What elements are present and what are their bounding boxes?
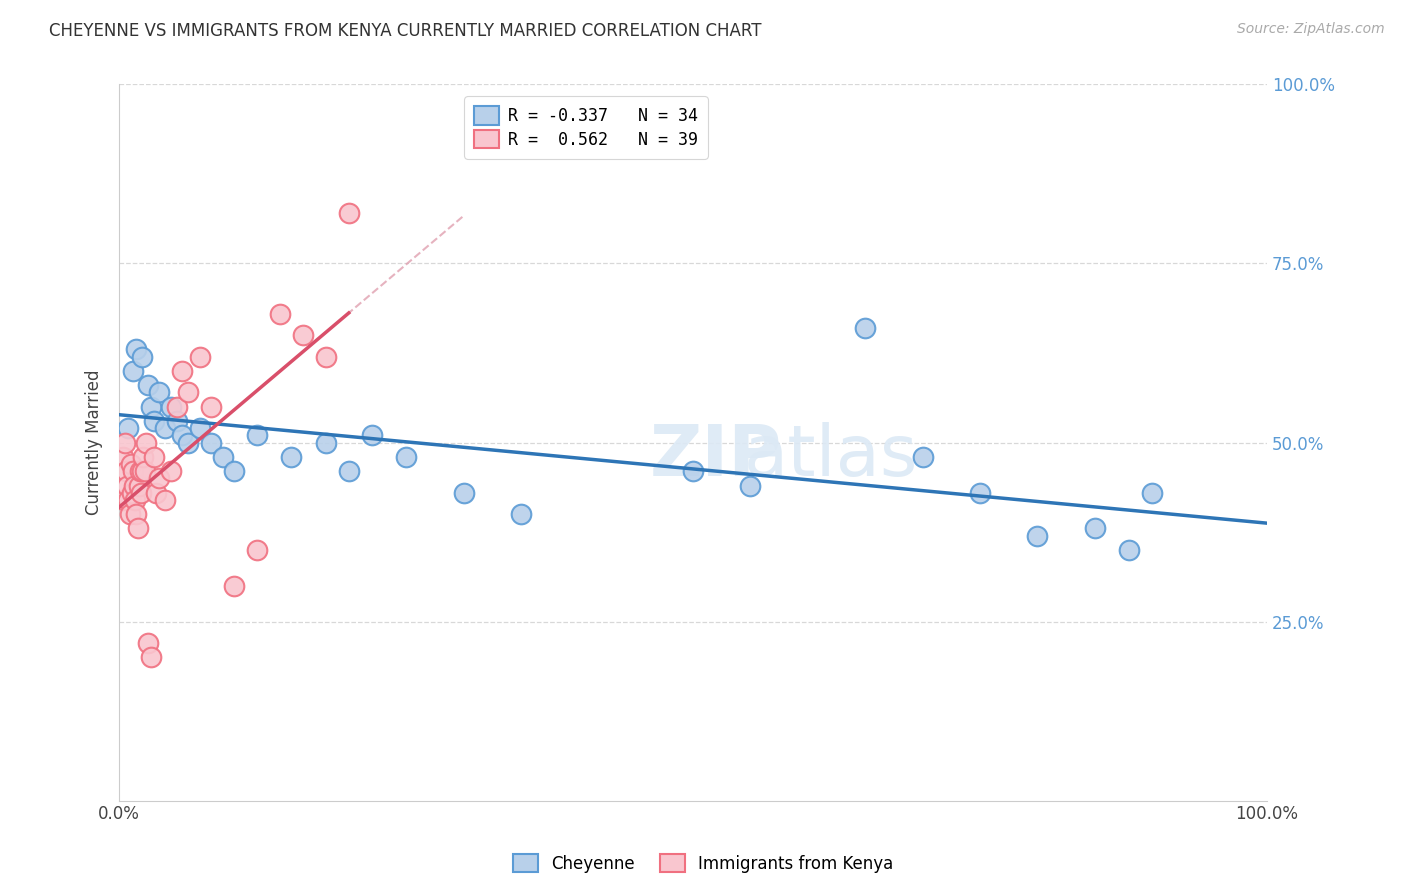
Text: atlas: atlas [744,422,918,491]
Point [125,507,148,521]
Point [177,435,200,450]
Point [315,435,337,450]
Point [1118,543,1140,558]
Point [118,507,141,521]
Point [222,464,245,478]
Point [121,485,143,500]
Point [142,414,165,428]
Point [453,485,475,500]
Point [117,478,139,492]
Point [160,400,183,414]
Point [200,435,222,450]
Text: CHEYENNE VS IMMIGRANTS FROM KENYA CURRENTLY MARRIED CORRELATION CHART: CHEYENNE VS IMMIGRANTS FROM KENYA CURREN… [49,22,762,40]
Point [911,450,934,464]
Point [131,350,153,364]
Point [148,385,170,400]
Point [291,328,314,343]
Point [142,450,165,464]
Point [969,485,991,500]
Point [200,400,222,414]
Point [128,478,150,492]
Point [136,378,159,392]
Point [246,543,269,558]
Point [153,421,176,435]
Point [122,364,145,378]
Point [136,636,159,650]
Point [145,485,167,500]
Point [222,579,245,593]
Point [337,206,360,220]
Point [360,428,382,442]
Point [337,464,360,478]
Point [211,450,233,464]
Point [682,464,704,478]
Legend: R = -0.337   N = 34, R =  0.562   N = 39: R = -0.337 N = 34, R = 0.562 N = 39 [464,96,707,159]
Point [1084,521,1107,535]
Point [188,350,211,364]
Point [131,464,153,478]
Point [188,421,211,435]
Point [315,350,337,364]
Point [117,421,139,435]
Text: ZIP: ZIP [650,422,782,491]
Point [134,464,156,478]
Point [132,450,155,464]
Point [129,485,152,500]
Point [853,321,876,335]
Text: Source: ZipAtlas.com: Source: ZipAtlas.com [1237,22,1385,37]
Point [160,464,183,478]
Point [395,450,418,464]
Point [115,464,138,478]
Point [112,492,135,507]
Point [177,385,200,400]
Point [135,435,157,450]
Point [122,478,145,492]
Point [510,507,533,521]
Point [129,464,152,478]
Legend: Cheyenne, Immigrants from Kenya: Cheyenne, Immigrants from Kenya [506,847,900,880]
Point [125,343,148,357]
Y-axis label: Currently Married: Currently Married [86,370,103,516]
Point [124,492,146,507]
Point [166,400,188,414]
Point [280,450,302,464]
Point [1140,485,1163,500]
Point [148,471,170,485]
Point [122,464,145,478]
Point [141,400,163,414]
Point [120,457,142,471]
Point [141,650,163,665]
Point [127,521,149,535]
Point [114,435,136,450]
Point [153,492,176,507]
Point [111,450,134,464]
Point [172,428,194,442]
Point [246,428,269,442]
Point [117,492,139,507]
Point [740,478,762,492]
Point [172,364,194,378]
Point [1026,528,1049,542]
Point [166,414,188,428]
Point [269,307,291,321]
